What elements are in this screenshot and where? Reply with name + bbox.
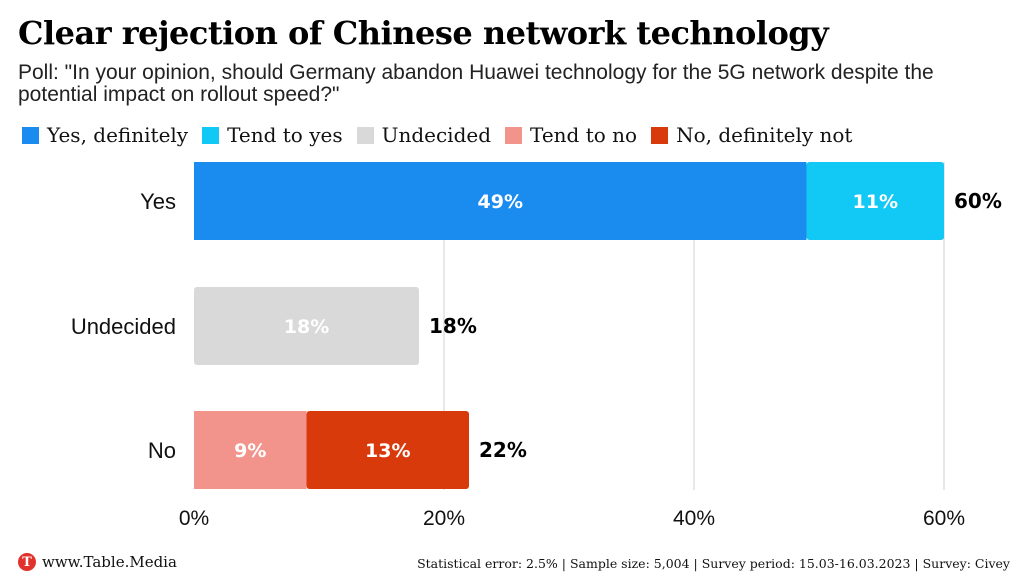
brand-url[interactable]: www.Table.Media	[42, 553, 177, 571]
chart-subtitle: Poll: "In your opinion, should Germany a…	[18, 61, 934, 106]
bar-value-label: 18%	[284, 316, 329, 338]
legend-item-tend-to-yes: Tend to yes	[202, 123, 343, 147]
legend-swatch	[356, 126, 374, 144]
legend-label: Tend to yes	[227, 123, 343, 147]
bar-segment-no-1	[194, 411, 307, 489]
logo-icon: T	[18, 553, 36, 571]
category-label-no: No	[148, 438, 176, 463]
x-tick-label: 0%	[179, 507, 209, 530]
legend-item-tend-to-no: Tend to no	[505, 123, 637, 147]
bar-segment-yes-1	[194, 162, 807, 240]
bar-value-label: 9%	[234, 440, 266, 462]
legend-swatch	[505, 126, 523, 144]
x-tick-label: 40%	[673, 507, 715, 530]
x-tick-label: 20%	[423, 507, 465, 530]
legend-swatch	[22, 126, 39, 144]
bar-value-label: 49%	[478, 191, 523, 213]
legend-label: No, definitely not	[676, 123, 853, 147]
legend-label: Undecided	[381, 123, 492, 147]
legend-label: Yes, definitely	[47, 123, 189, 147]
legend-swatch	[651, 126, 669, 144]
category-label-yes: Yes	[140, 189, 176, 214]
category-label-undecided: Undecided	[71, 314, 176, 339]
bar-total-label: 22%	[479, 438, 527, 462]
survey-note: Statistical error: 2.5% | Sample size: 5…	[417, 556, 1010, 571]
legend-item-yes-definitely: Yes, definitely	[22, 123, 188, 147]
brand-logo[interactable]: T www.Table.Media	[18, 553, 177, 571]
bar-total-label: 60%	[954, 189, 1002, 213]
bar-total-label: 18%	[429, 314, 477, 338]
legend-item-undecided: Undecided	[356, 123, 492, 147]
bar-segment-yes-2	[806, 162, 944, 240]
x-tick-label: 60%	[923, 507, 965, 530]
bar-segment-no-2	[306, 411, 469, 489]
bar-value-label: 11%	[853, 191, 898, 213]
chart-title: Clear rejection of Chinese network techn…	[18, 14, 829, 52]
bar-segment-undecided-1	[194, 287, 419, 365]
bar-value-label: 13%	[365, 440, 410, 462]
legend-label: Tend to no	[530, 123, 638, 147]
legend: Yes, definitely Tend to yes Undecided Te…	[22, 123, 866, 147]
legend-swatch	[202, 126, 220, 144]
legend-item-no-definitely-not: No, definitely not	[651, 123, 852, 147]
